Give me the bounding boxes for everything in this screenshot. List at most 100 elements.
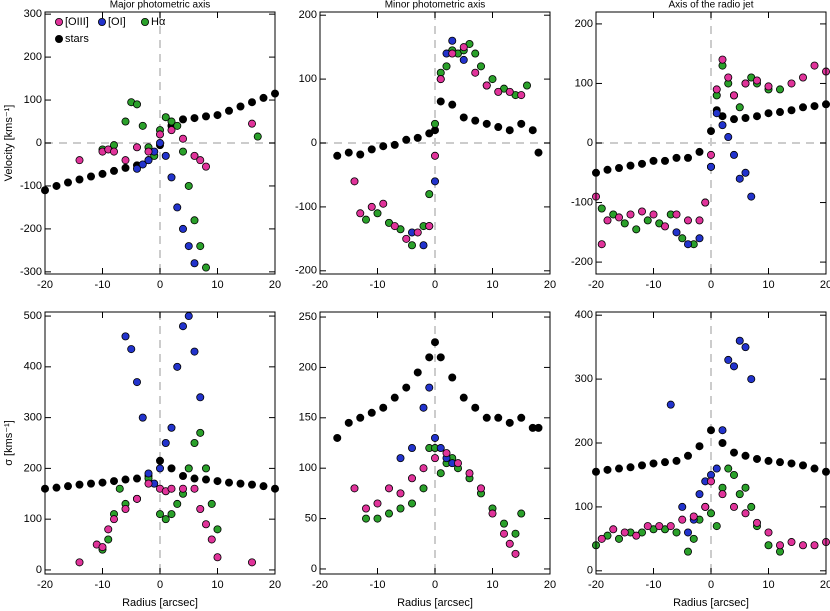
data-point: [735, 490, 744, 499]
data-point: [649, 459, 658, 468]
data-point: [201, 112, 210, 121]
legend-marker: [55, 17, 64, 26]
data-point: [121, 505, 130, 514]
y-tick-label: 50: [305, 512, 317, 524]
data-point: [173, 203, 182, 212]
data-point: [361, 215, 370, 224]
data-point: [597, 240, 606, 249]
data-point: [132, 378, 141, 387]
y-tick-label: 100: [299, 73, 317, 85]
data-point: [64, 178, 73, 187]
data-point: [684, 528, 693, 537]
data-point: [379, 199, 388, 208]
data-point: [430, 454, 439, 463]
data-point: [517, 509, 526, 518]
y-tick-label: 200: [24, 51, 42, 63]
y-tick-label: 300: [24, 412, 42, 424]
data-point: [121, 156, 130, 165]
data-point: [741, 451, 750, 460]
y-tick-label: -200: [20, 223, 42, 235]
data-point: [741, 509, 750, 518]
data-point: [459, 393, 468, 402]
data-point: [626, 161, 635, 170]
data-point: [419, 464, 428, 473]
y-tick-label: 100: [24, 513, 42, 525]
data-point: [712, 522, 721, 531]
data-point: [459, 55, 468, 64]
data-point: [196, 505, 205, 514]
data-point: [425, 383, 434, 392]
x-tick-label: -10: [646, 579, 662, 591]
data-point: [436, 444, 445, 453]
data-point: [661, 458, 670, 467]
data-point: [333, 433, 342, 442]
data-point: [184, 464, 193, 473]
plot-frame: [319, 311, 551, 575]
y-tick-label: 300: [575, 373, 593, 385]
y-tick-label: 200: [575, 437, 593, 449]
x-tick-label: 10: [762, 279, 774, 291]
data-point: [75, 480, 84, 489]
data-point: [196, 242, 205, 251]
data-point: [104, 525, 113, 534]
data-point: [747, 375, 756, 384]
data-point: [184, 312, 193, 321]
data-point: [110, 515, 119, 524]
data-point: [333, 151, 342, 160]
data-point: [776, 85, 785, 94]
data-point: [425, 190, 434, 199]
data-point: [511, 549, 520, 558]
data-point: [247, 480, 256, 489]
data-point: [173, 121, 182, 130]
data-point: [511, 529, 520, 538]
y-tick-label: 0: [311, 563, 317, 575]
data-point: [138, 413, 147, 422]
data-point: [764, 528, 773, 537]
data-point: [167, 423, 176, 432]
data-point: [413, 228, 422, 237]
data-point: [259, 482, 268, 491]
data-point: [201, 464, 210, 473]
data-point: [178, 147, 187, 156]
data-point: [701, 502, 710, 511]
data-point: [178, 224, 187, 233]
data-point: [672, 153, 681, 162]
panel-title: Minor photometric axis: [385, 0, 486, 11]
data-point: [132, 164, 141, 173]
data-point: [396, 454, 405, 463]
data-point: [753, 112, 762, 121]
data-point: [155, 138, 164, 147]
y-tick-label: -300: [20, 266, 42, 278]
data-point: [735, 336, 744, 345]
data-point: [253, 132, 262, 141]
data-point: [190, 259, 199, 268]
y-tick-label: -200: [295, 265, 317, 277]
data-point: [127, 345, 136, 354]
data-point: [453, 459, 462, 468]
data-point: [213, 477, 222, 486]
data-point: [75, 156, 84, 165]
data-point: [787, 538, 796, 547]
data-point: [661, 222, 670, 231]
x-tick-label: 0: [432, 279, 438, 291]
data-point: [678, 234, 687, 243]
x-tick-label: -20: [588, 579, 604, 591]
x-tick-label: -10: [95, 579, 111, 591]
data-point: [121, 332, 130, 341]
data-point: [379, 142, 388, 151]
data-point: [488, 75, 497, 84]
x-tick-label: 0: [708, 279, 714, 291]
x-tick-label: 20: [820, 279, 830, 291]
y-tick-label: -100: [295, 201, 317, 213]
data-point: [730, 448, 739, 457]
data-point: [413, 368, 422, 377]
y-tick-label: 200: [299, 361, 317, 373]
data-point: [132, 143, 141, 152]
data-point: [213, 111, 222, 120]
data-point: [144, 147, 153, 156]
data-point: [132, 494, 141, 503]
data-point: [689, 534, 698, 543]
data-point: [684, 216, 693, 225]
